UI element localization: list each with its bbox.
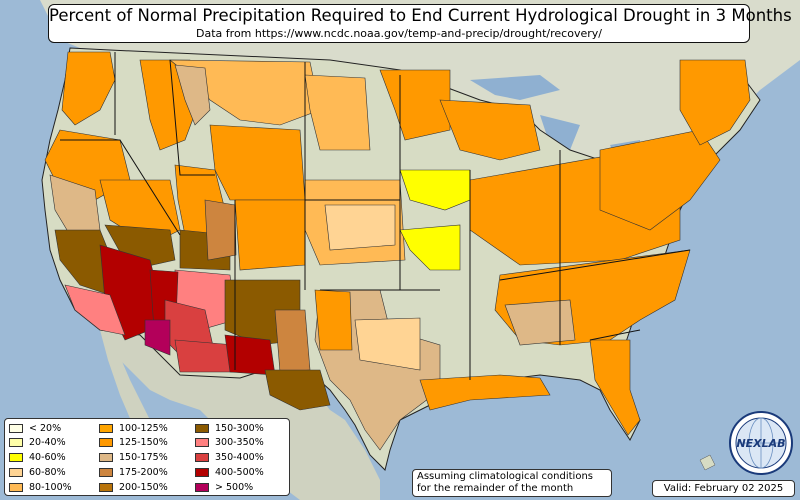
legend-item: < 20% (9, 422, 61, 434)
region-gulf-coast (419, 374, 551, 411)
legend-swatch (9, 423, 23, 433)
globe-logo-icon: NEXLAB (729, 411, 793, 475)
legend-swatch (195, 467, 209, 477)
legend-item: 125-150% (99, 437, 168, 449)
legend-label: 400-500% (215, 466, 264, 478)
drought-regions (44, 51, 751, 451)
legend-label: 80-100% (29, 481, 72, 493)
legend-swatch (195, 453, 209, 463)
region-az-s-red (174, 339, 236, 373)
hawaii-islands (699, 454, 716, 471)
valid-date: Valid: February 02 2025 (652, 480, 795, 497)
region-wisconsin-michigan (439, 99, 541, 161)
region-florida (589, 339, 641, 436)
legend-swatch (195, 482, 209, 492)
legend-label: 200-150% (119, 481, 168, 493)
legend-item: 300-350% (195, 437, 264, 449)
region-kansas-light (324, 204, 396, 251)
legend-item: 80-100% (9, 481, 72, 493)
legend-swatch (99, 423, 113, 433)
legend-swatch (195, 438, 209, 448)
logo-text: NEXLAB (736, 437, 785, 450)
legend-item: 350-400% (195, 452, 264, 464)
region-socal-pink (64, 284, 126, 336)
legend-label: 40-60% (29, 452, 66, 464)
note-line-1: Assuming climatological conditions (417, 471, 593, 482)
region-missouri-yellow (399, 224, 461, 271)
region-nm-darkred (224, 334, 276, 376)
region-w-texas-brown (264, 369, 331, 411)
legend-item: 175-200% (99, 466, 168, 478)
legend: < 20% 20-40% 40-60% 60-80% 80-100% 100-125% 12… (4, 418, 290, 496)
legend-swatch (9, 453, 23, 463)
legend-swatch (99, 482, 113, 492)
state-borders (60, 52, 691, 380)
legend-label: 150-175% (119, 452, 168, 464)
map-title: Percent of Normal Precipitation Required… (49, 6, 792, 25)
legend-swatch (99, 453, 113, 463)
legend-label: 100-125% (119, 422, 168, 434)
legend-label: 125-150% (119, 437, 168, 449)
legend-swatch (195, 423, 209, 433)
legend-swatch (99, 467, 113, 477)
legend-item: > 500% (195, 481, 253, 493)
legend-swatch (99, 438, 113, 448)
legend-swatch (9, 482, 23, 492)
legend-item: 200-150% (99, 481, 168, 493)
legend-label: 175-200% (119, 466, 168, 478)
mexico-land (100, 330, 380, 500)
legend-item: 40-60% (9, 452, 66, 464)
legend-label: 150-300% (215, 422, 264, 434)
assumption-note: Assuming climatological conditions for t… (412, 469, 612, 497)
region-wyoming (209, 124, 306, 201)
region-southeast-tan (504, 299, 576, 346)
legend-item: 100-125% (99, 422, 168, 434)
legend-swatch (9, 438, 23, 448)
region-arizona-magenta (144, 319, 171, 356)
note-line-2: for the remainder of the month (417, 483, 574, 494)
region-co-peru (204, 199, 237, 261)
region-oklahoma-light (354, 317, 421, 371)
region-texas-panhandle (314, 289, 353, 351)
legend-label: > 500% (215, 481, 254, 493)
legend-item: 60-80% (9, 466, 66, 478)
region-wa-or-coast (61, 51, 116, 126)
region-new-england (679, 59, 751, 146)
legend-label: 60-80% (29, 466, 66, 478)
title-box: Percent of Normal Precipitation Required… (48, 4, 792, 43)
region-dakotas-e (304, 74, 371, 151)
legend-swatch (9, 467, 23, 477)
region-montana-tan (174, 64, 211, 126)
legend-item: 400-500% (195, 466, 264, 478)
map-subtitle: Data from https://www.ncdc.noaa.gov/temp… (196, 27, 602, 40)
legend-label: < 20% (29, 422, 62, 434)
region-iowa-yellow (399, 169, 471, 211)
legend-item: 150-300% (195, 422, 264, 434)
legend-label: 20-40% (29, 437, 66, 449)
region-nm-peru (274, 309, 311, 373)
legend-label: 350-400% (215, 452, 264, 464)
legend-item: 20-40% (9, 437, 66, 449)
legend-item: 150-175% (99, 452, 168, 464)
region-minnesota (379, 69, 451, 141)
legend-label: 300-350% (215, 437, 264, 449)
region-colorado (234, 199, 306, 271)
